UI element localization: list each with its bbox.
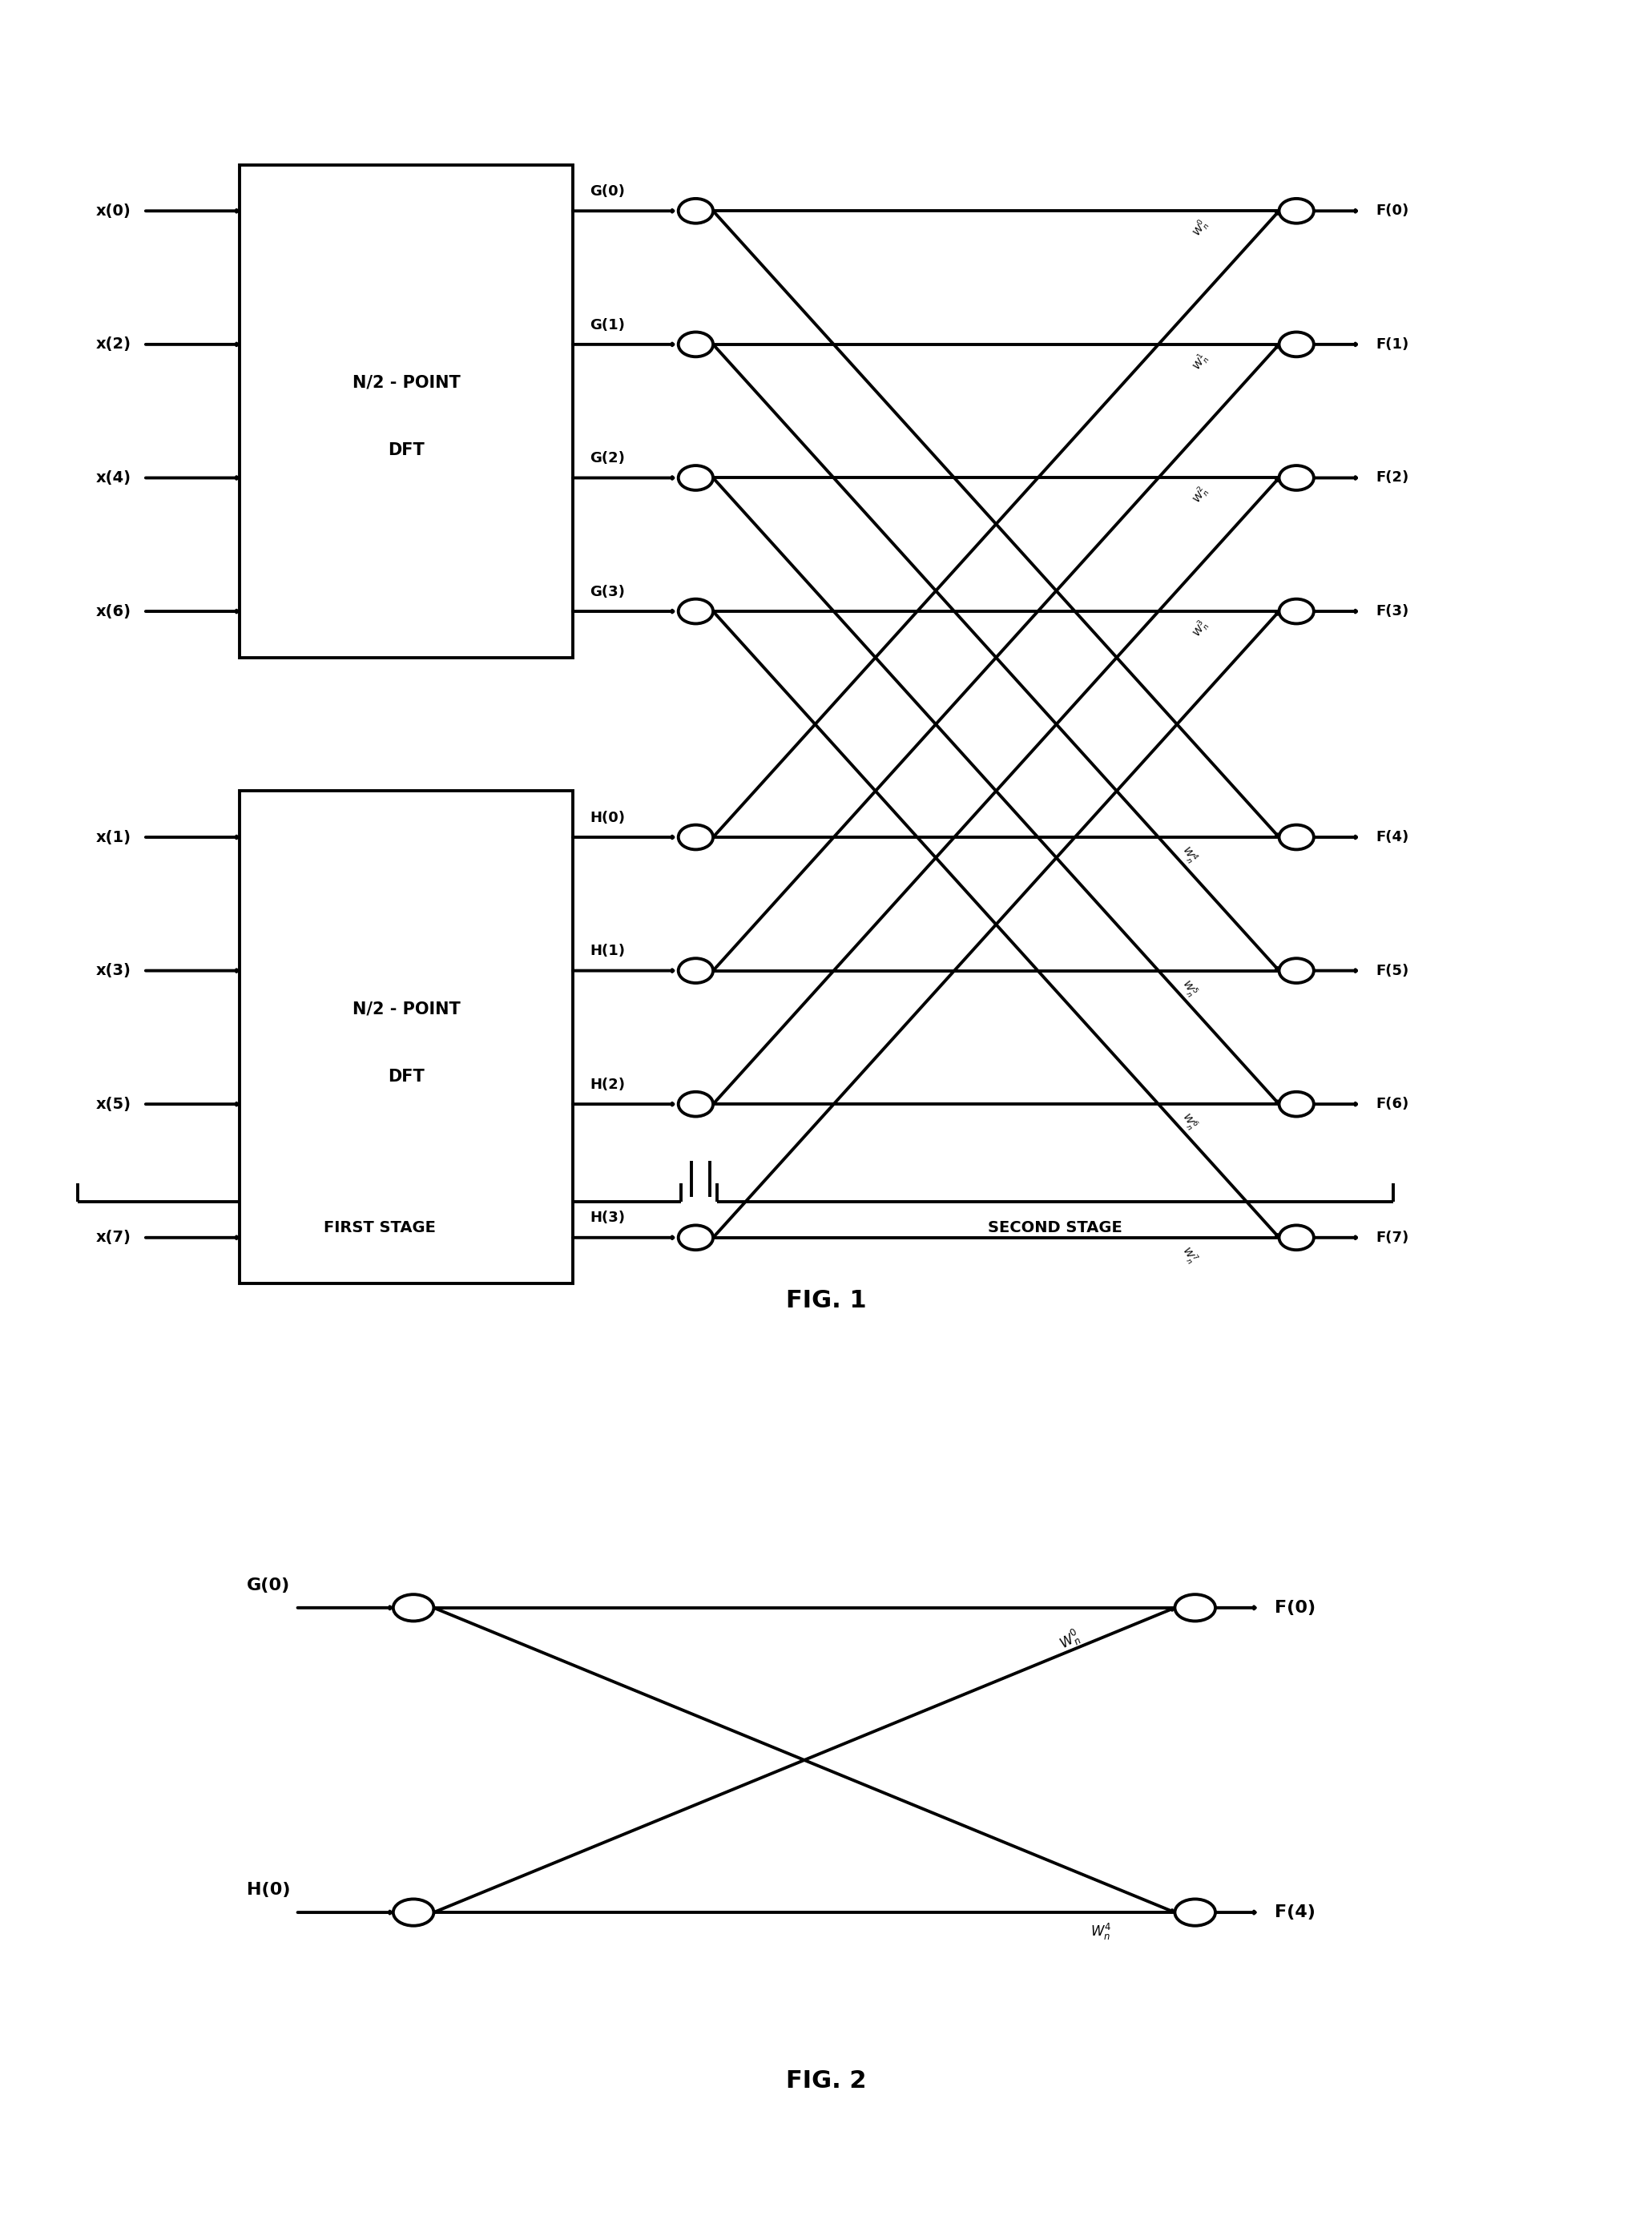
Circle shape — [1279, 466, 1313, 491]
Circle shape — [1279, 332, 1313, 356]
Circle shape — [679, 466, 714, 491]
Text: F(0): F(0) — [1376, 204, 1409, 217]
Text: H(2): H(2) — [590, 1077, 626, 1091]
Text: $W_n^0$: $W_n^0$ — [1191, 217, 1213, 240]
Bar — [240, 791, 573, 1284]
Text: G(2): G(2) — [590, 450, 624, 466]
Text: x(2): x(2) — [96, 336, 131, 352]
Circle shape — [1175, 1595, 1216, 1622]
Text: H(0): H(0) — [246, 1882, 291, 1897]
Text: F(1): F(1) — [1376, 338, 1409, 352]
Circle shape — [679, 824, 714, 849]
Text: $W_n^6$: $W_n^6$ — [1176, 1111, 1199, 1133]
Text: $W_n^7$: $W_n^7$ — [1176, 1243, 1199, 1268]
Text: $W_n^1$: $W_n^1$ — [1191, 352, 1213, 374]
Text: DFT: DFT — [388, 441, 425, 459]
Text: N/2 - POINT: N/2 - POINT — [352, 374, 461, 390]
Circle shape — [679, 1091, 714, 1116]
Text: $W_n^5$: $W_n^5$ — [1178, 977, 1199, 999]
Text: FIG. 2: FIG. 2 — [786, 2070, 866, 2092]
Circle shape — [679, 959, 714, 983]
Text: x(1): x(1) — [96, 829, 131, 844]
Text: $W_n^3$: $W_n^3$ — [1191, 618, 1213, 641]
Text: $W_n^2$: $W_n^2$ — [1191, 484, 1213, 506]
Text: SECOND STAGE: SECOND STAGE — [988, 1221, 1123, 1236]
Text: F(0): F(0) — [1275, 1599, 1315, 1615]
Text: DFT: DFT — [388, 1068, 425, 1084]
Text: H(1): H(1) — [590, 943, 626, 959]
Text: x(3): x(3) — [96, 963, 131, 979]
Circle shape — [393, 1900, 434, 1926]
Text: F(3): F(3) — [1376, 605, 1409, 618]
Circle shape — [393, 1595, 434, 1622]
Text: x(5): x(5) — [96, 1098, 131, 1111]
Text: G(0): G(0) — [248, 1577, 291, 1593]
Text: G(1): G(1) — [590, 318, 624, 332]
Text: $W_n^4$: $W_n^4$ — [1176, 844, 1199, 867]
Text: x(4): x(4) — [96, 470, 131, 486]
Text: $W_n^0$: $W_n^0$ — [1056, 1626, 1084, 1653]
Text: F(2): F(2) — [1376, 470, 1409, 486]
Circle shape — [1279, 1225, 1313, 1250]
Text: FIG. 1: FIG. 1 — [786, 1288, 866, 1313]
Circle shape — [1279, 199, 1313, 224]
Circle shape — [679, 199, 714, 224]
Circle shape — [1279, 598, 1313, 623]
Circle shape — [1279, 959, 1313, 983]
Circle shape — [1279, 1091, 1313, 1116]
Circle shape — [1279, 824, 1313, 849]
Text: G(3): G(3) — [590, 585, 624, 598]
Text: x(0): x(0) — [96, 204, 131, 220]
Circle shape — [1175, 1900, 1216, 1926]
Text: H(3): H(3) — [590, 1212, 626, 1225]
Text: G(0): G(0) — [590, 184, 624, 199]
Circle shape — [679, 332, 714, 356]
Text: $W_n^4$: $W_n^4$ — [1090, 1922, 1112, 1942]
Text: F(5): F(5) — [1376, 963, 1409, 979]
Circle shape — [679, 598, 714, 623]
Circle shape — [679, 1225, 714, 1250]
Text: x(6): x(6) — [96, 605, 131, 618]
Text: F(4): F(4) — [1275, 1904, 1315, 1920]
Text: N/2 - POINT: N/2 - POINT — [352, 1001, 461, 1017]
Text: H(0): H(0) — [590, 811, 626, 824]
Text: FIRST STAGE: FIRST STAGE — [324, 1221, 436, 1236]
Bar — [240, 166, 573, 659]
Text: F(6): F(6) — [1376, 1098, 1409, 1111]
Text: F(7): F(7) — [1376, 1230, 1409, 1245]
Text: F(4): F(4) — [1376, 831, 1409, 844]
Text: x(7): x(7) — [96, 1230, 131, 1245]
